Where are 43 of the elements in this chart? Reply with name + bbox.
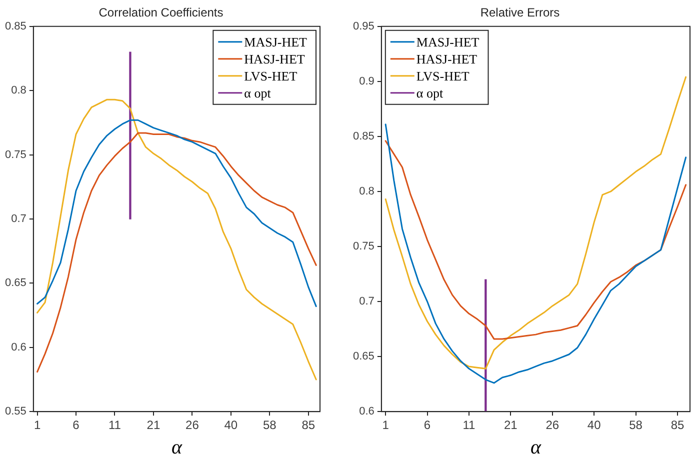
x-tick-label: 26 <box>186 418 200 432</box>
x-tick-label: 1 <box>382 418 390 432</box>
x-tick-label: 11 <box>108 418 122 432</box>
y-tick-label: 0.95 <box>352 20 374 32</box>
x-tick-label: 21 <box>504 418 518 432</box>
x-tick-label: 21 <box>146 418 160 432</box>
x-tick-label: 85 <box>302 418 316 432</box>
y-tick-label: 0.75 <box>352 240 374 253</box>
x-tick-label: 6 <box>424 418 431 432</box>
y-tick-label: 0.6 <box>359 406 374 418</box>
y-tick-label: 0.65 <box>4 277 26 290</box>
y-tick-label: 0.8 <box>11 84 26 97</box>
y-tick-label: 0.75 <box>4 148 26 161</box>
x-tick-label: 40 <box>587 418 602 432</box>
x-tick-label: 58 <box>629 418 643 432</box>
y-tick-label: 0.85 <box>4 20 26 32</box>
legend-label: HASJ-HET <box>244 51 305 66</box>
x-tick-label: 6 <box>72 418 80 432</box>
x-tick-label: 85 <box>670 418 684 432</box>
legend-label: HASJ-HET <box>416 51 478 66</box>
y-tick-label: 0.7 <box>359 296 374 308</box>
x-tick-label: 40 <box>224 418 238 432</box>
y-tick-label: 0.7 <box>11 213 26 226</box>
y-tick-label: 0.65 <box>352 350 374 363</box>
y-tick-label: 0.55 <box>4 406 26 418</box>
chart-title: Correlation Coefficients <box>98 6 224 20</box>
x-tick-label: 1 <box>34 418 41 432</box>
legend-label: LVS-HET <box>416 68 470 84</box>
legend-label: α opt <box>416 85 444 100</box>
x-tick-label: 58 <box>262 418 277 432</box>
legend-label: MASJ-HET <box>416 34 480 50</box>
y-tick-label: 0.6 <box>11 341 26 354</box>
y-tick-label: 0.8 <box>359 186 374 198</box>
y-tick-label: 0.85 <box>352 130 374 142</box>
legend-label: α opt <box>244 85 272 100</box>
x-tick-label: 26 <box>546 418 560 432</box>
x-axis-title: α <box>530 436 542 458</box>
x-tick-label: 11 <box>462 418 476 432</box>
x-axis-title: α <box>171 436 182 458</box>
chart-title: Relative Errors <box>480 6 560 20</box>
legend-label: LVS-HET <box>244 68 298 84</box>
legend-label: MASJ-HET <box>244 34 308 50</box>
y-tick-label: 0.9 <box>359 75 374 88</box>
